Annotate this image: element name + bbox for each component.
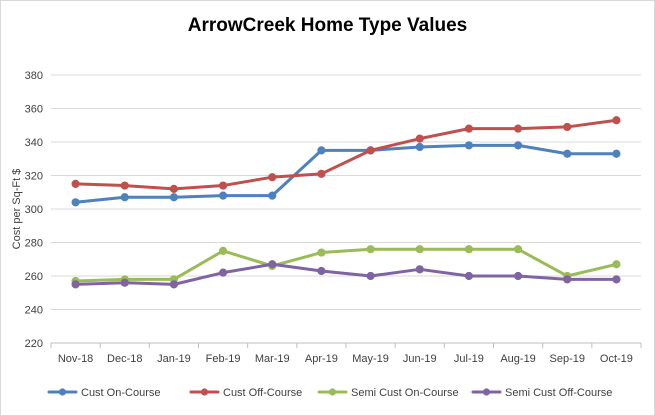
x-tick-label: Sep-19 [550, 353, 585, 365]
data-point [366, 245, 375, 254]
legend-item: Semi Cust Off-Course [471, 387, 612, 399]
y-axis-title: Cost per Sq-Ft $ [11, 169, 23, 250]
axes: 220 240 260 280 300 320 340 360 380 Nov-18 Dec-18 J… [11, 70, 642, 365]
data-point [218, 181, 228, 190]
x-tick-label: Oct-19 [600, 353, 633, 365]
y-tick-label: 360 [25, 104, 43, 116]
legend-item: Cust On-Course [47, 387, 160, 399]
legend-label: Semi Cust On-Course [351, 387, 459, 399]
series-line [74, 118, 618, 191]
data-point [218, 246, 228, 255]
data-point [71, 198, 80, 207]
data-point [612, 260, 621, 269]
legend-label: Semi Cust Off-Course [505, 387, 612, 399]
x-tick-label: Jul-19 [454, 353, 484, 365]
series-2 [71, 116, 621, 193]
y-tick-label: 320 [25, 171, 43, 183]
data-point [464, 141, 474, 150]
legend-item: Cust Off-Course [189, 387, 302, 399]
y-tick-label: 280 [25, 238, 43, 250]
x-tick-label: Nov-18 [58, 353, 93, 365]
data-point [218, 191, 228, 200]
data-point [120, 193, 129, 202]
data-point [366, 271, 375, 281]
legend-item: Semi Cust On-Course [317, 387, 459, 399]
x-tick-label: Jun-19 [403, 353, 437, 365]
y-tick-label: 260 [25, 271, 43, 283]
y-tick-label: 380 [25, 70, 43, 82]
data-point [268, 191, 277, 200]
data-point [513, 124, 523, 133]
data-point [120, 278, 129, 287]
data-point [513, 141, 523, 150]
gridlines [51, 74, 641, 310]
series-line [74, 247, 618, 283]
data-point [71, 280, 80, 289]
x-tick-label: Mar-19 [255, 353, 290, 365]
data-point [317, 266, 326, 276]
x-tick-label: Feb-19 [206, 353, 241, 365]
data-point [415, 134, 424, 143]
data-point [268, 173, 277, 182]
y-tick-label: 220 [25, 338, 43, 350]
data-point [366, 146, 375, 155]
data-point [268, 260, 277, 269]
series-lines [71, 116, 621, 289]
series-1 [71, 141, 621, 207]
legend-swatch-marker [328, 388, 337, 396]
data-point [71, 179, 80, 188]
legend-swatch-marker [200, 388, 209, 396]
data-point [169, 193, 179, 202]
y-tick-label: 300 [25, 204, 43, 216]
data-point [169, 184, 179, 193]
x-tick-label: Aug-19 [500, 353, 535, 365]
data-point [464, 271, 474, 281]
data-point [169, 280, 179, 289]
data-point [120, 181, 129, 190]
data-point [563, 149, 572, 158]
data-point [415, 142, 424, 152]
data-point [415, 265, 424, 274]
y-tick-label: 340 [25, 137, 43, 149]
legend-label: Cust On-Course [81, 387, 160, 399]
data-point [513, 245, 523, 254]
data-point [317, 169, 326, 178]
legend: Cust On-Course Cust Off-Course Semi Cust O… [47, 387, 612, 399]
chart-title: ArrowCreek Home Type Values [187, 15, 468, 36]
data-point [513, 271, 523, 281]
data-point [218, 268, 228, 277]
legend-swatch-marker [482, 388, 491, 396]
data-point [563, 275, 572, 284]
data-point [464, 124, 474, 133]
series-line [74, 262, 618, 286]
x-tick-label: Jan-19 [157, 353, 191, 365]
x-tick-label: Dec-18 [107, 353, 142, 365]
data-point [612, 116, 621, 125]
x-tick-label: Apr-19 [305, 353, 338, 365]
data-point [612, 149, 621, 158]
data-point [563, 122, 572, 132]
x-tick-label: May-19 [352, 353, 389, 365]
data-point [464, 245, 474, 254]
series-line [74, 143, 618, 204]
data-point [612, 275, 621, 284]
data-point [317, 248, 326, 257]
series-4 [71, 260, 621, 289]
data-point [415, 245, 424, 254]
legend-label: Cust Off-Course [223, 387, 302, 399]
legend-swatch-marker [58, 388, 67, 396]
y-tick-label: 240 [25, 305, 43, 317]
data-point [317, 146, 326, 155]
